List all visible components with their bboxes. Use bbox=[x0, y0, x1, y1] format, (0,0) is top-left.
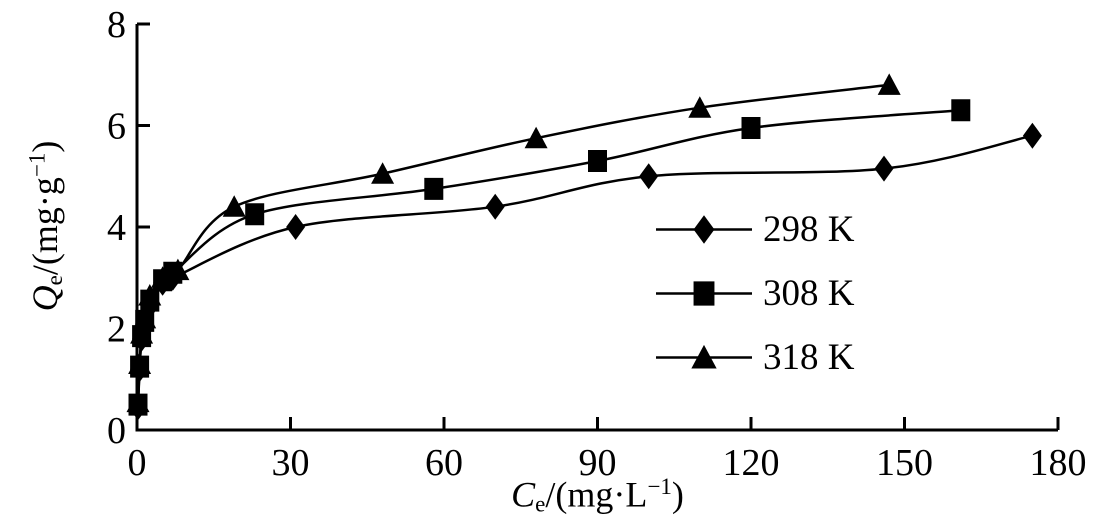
square-legend-icon bbox=[656, 281, 752, 306]
triangle-marker-318-k bbox=[524, 126, 548, 149]
triangle-legend-icon bbox=[656, 344, 752, 369]
y-axis-variable: Q bbox=[25, 285, 66, 312]
square-marker-308-k bbox=[245, 203, 265, 226]
square-marker-308-k bbox=[741, 117, 761, 139]
y-axis-unit-close: ) bbox=[25, 140, 66, 153]
legend-label: 318 K bbox=[763, 337, 855, 378]
x-tick-label: 90 bbox=[579, 442, 617, 484]
triangle-marker-318-k bbox=[877, 73, 901, 95]
y-tick-label: 0 bbox=[107, 410, 126, 452]
square-marker-308-k bbox=[424, 177, 444, 200]
diamond-marker-298-k bbox=[874, 155, 894, 182]
y-axis-exponent: −1 bbox=[23, 152, 50, 178]
triangle-marker-318-k bbox=[138, 284, 162, 306]
y-tick-label: 2 bbox=[107, 309, 126, 351]
x-axis-variable: C bbox=[511, 474, 536, 515]
diamond-marker-298-k bbox=[485, 193, 505, 220]
diamond-legend-icon bbox=[656, 215, 752, 244]
triangle-marker-318-k bbox=[130, 322, 154, 344]
diamond-marker-298-k bbox=[1022, 122, 1042, 149]
legend-item-298-k: 298 K bbox=[656, 208, 854, 251]
x-axis-unit: /(mg·L bbox=[545, 474, 648, 515]
legend: 298 K 308 K 318 K bbox=[656, 208, 854, 379]
legend-item-308-k: 308 K bbox=[656, 272, 854, 315]
x-axis-unit-close: ) bbox=[671, 474, 684, 515]
x-axis-exponent: −1 bbox=[647, 473, 672, 499]
y-tick-label: 8 bbox=[107, 4, 126, 46]
axis-spines bbox=[135, 24, 1058, 432]
square-marker-308-k bbox=[588, 150, 607, 172]
x-tick-label: 150 bbox=[876, 442, 933, 484]
x-tick-label: 60 bbox=[425, 442, 463, 484]
series-line-298-k bbox=[136, 134, 1033, 408]
legend-label: 298 K bbox=[763, 209, 855, 250]
triangle-marker-318-k bbox=[128, 352, 152, 374]
triangle-marker-318-k bbox=[166, 258, 190, 281]
triangle-marker-318-k bbox=[126, 390, 150, 413]
legend-label: 308 K bbox=[763, 273, 855, 314]
x-tick-label: 0 bbox=[128, 442, 147, 484]
x-axis-label: Ce/(mg·L−1) bbox=[137, 473, 1058, 517]
square-marker-308-k bbox=[951, 99, 971, 122]
triangle-marker-318-k bbox=[222, 195, 246, 217]
y-tick-label: 6 bbox=[107, 106, 126, 148]
legend-item-318-k: 318 K bbox=[656, 336, 854, 379]
x-tick-label: 30 bbox=[272, 442, 310, 484]
y-axis-label: Qe/(mg·g−1) bbox=[23, 140, 68, 312]
triangle-marker-318-k bbox=[151, 266, 175, 288]
diamond-marker-298-k bbox=[286, 214, 306, 240]
triangle-marker-318-k bbox=[371, 162, 395, 184]
diamond-marker-298-k bbox=[639, 163, 659, 190]
triangle-marker-318-k bbox=[133, 306, 157, 329]
x-tick-label: 180 bbox=[1030, 442, 1087, 484]
x-axis-subscript: e bbox=[535, 490, 546, 517]
y-tick-label: 4 bbox=[107, 207, 126, 249]
x-tick-label: 120 bbox=[723, 442, 780, 484]
y-axis-unit: /(mg·g bbox=[25, 177, 66, 276]
triangle-marker-318-k bbox=[688, 96, 712, 118]
y-axis-subscript: e bbox=[41, 275, 68, 286]
